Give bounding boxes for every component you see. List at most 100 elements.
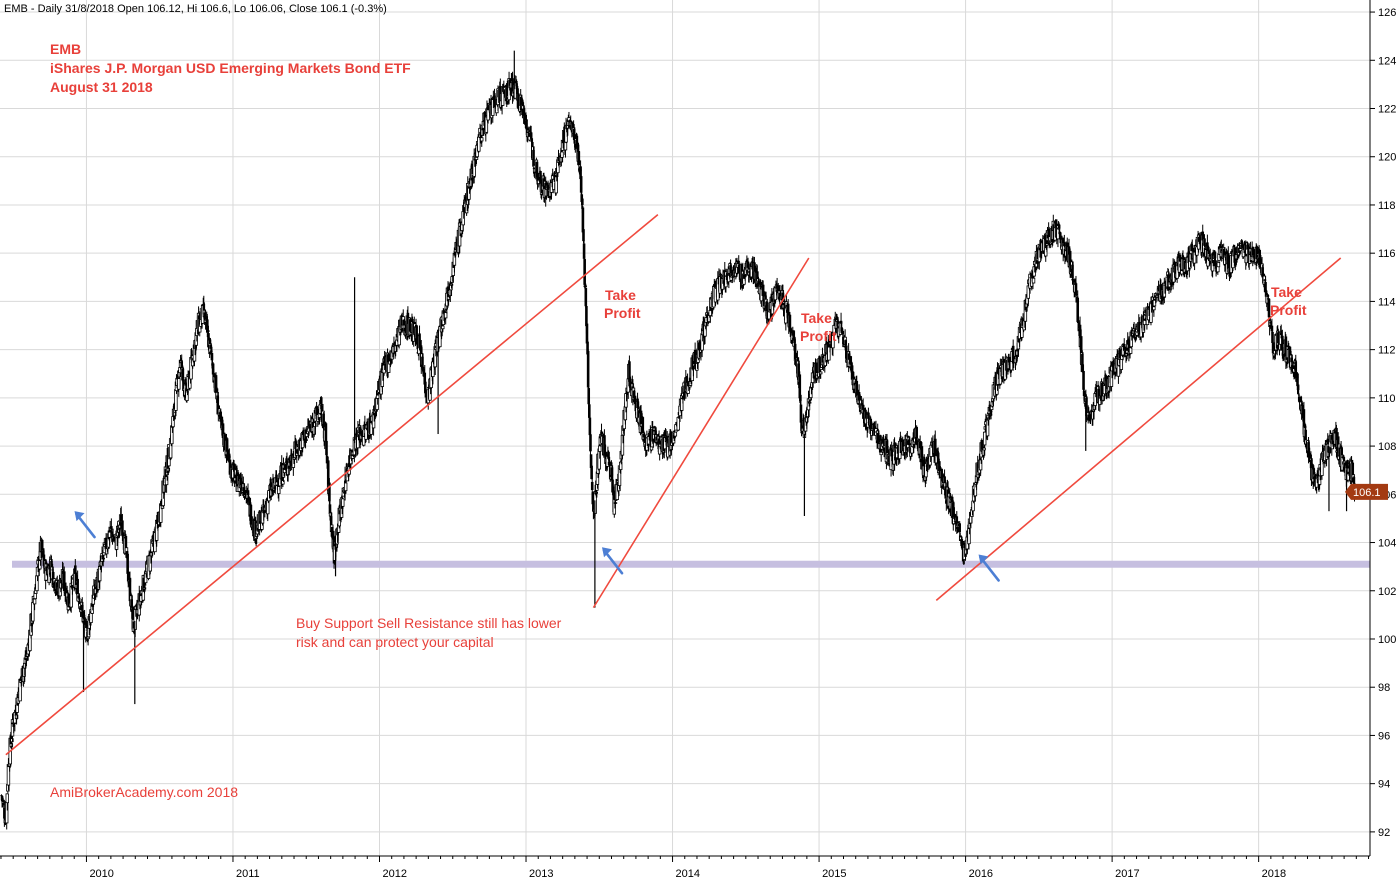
take-profit-1-line2: Profit (604, 305, 641, 321)
price-candle-down (588, 404, 591, 418)
price-candle-down (896, 447, 900, 454)
x-axis-ticks: 2010 2011 2012 2013 2014 2015 2016 2017 2018 (0, 856, 1370, 880)
last-price-tag-value: 106.1 (1353, 487, 1381, 499)
price-candle-down (42, 554, 46, 566)
price-candle-down (807, 401, 811, 403)
take-profit-1-line1: Take (605, 287, 636, 303)
price-candle-down (603, 435, 606, 455)
price-candle-up (328, 512, 333, 517)
price-candle-down (1068, 250, 1072, 274)
price-candle-down (242, 487, 246, 493)
price-candle-up (304, 439, 308, 441)
price-candle-down (1204, 258, 1207, 260)
price-candle-down (366, 427, 370, 431)
price-candle-down (325, 440, 328, 456)
price-candle-down (112, 538, 116, 540)
price-candle-down (632, 390, 636, 399)
price-candle-down (581, 207, 585, 233)
price-candle-down (110, 526, 113, 530)
price-bars (0, 50, 1357, 830)
arrow-head (74, 511, 85, 522)
price-candle-down (1081, 353, 1084, 372)
y-tick-label: 98 (1378, 682, 1390, 694)
price-candle-up (583, 285, 587, 288)
price-candle-up (1192, 251, 1197, 264)
price-candle-down (389, 358, 392, 361)
price-candle-down (850, 365, 854, 380)
note-line-1: Buy Support Sell Resistance still has lo… (296, 615, 562, 631)
price-candle-down (511, 78, 514, 96)
price-candle-up (827, 346, 831, 361)
price-candle-down (453, 250, 457, 256)
price-candle-down (211, 363, 215, 375)
price-candle-down (1294, 361, 1298, 379)
price-candle-down (582, 229, 585, 242)
price-candle-down (424, 390, 428, 398)
price-candle-up (343, 482, 348, 492)
price-candle-up (807, 401, 812, 404)
price-candle-down (529, 132, 533, 139)
price-candle-down (280, 462, 284, 485)
price-candle-down (1252, 255, 1256, 258)
price-candle-down (1259, 261, 1263, 265)
price-candle-up (10, 738, 14, 743)
price-candle-up (164, 476, 169, 486)
price-candle-up (613, 502, 618, 504)
price-candle-down (1178, 254, 1182, 262)
price-candle-down (1043, 236, 1046, 238)
price-candle-up (9, 743, 14, 747)
price-candle-down (1167, 288, 1171, 291)
price-candle-down (311, 421, 315, 428)
price-candle-down (329, 516, 333, 533)
price-candle-down (585, 306, 588, 327)
price-candle-down (1255, 246, 1259, 260)
price-candle-down (1341, 456, 1345, 458)
price-candle-down (1264, 281, 1267, 293)
take-profit-3-line2: Profit (1270, 302, 1307, 318)
price-candle-down (951, 502, 955, 523)
price-candle-down (1281, 335, 1284, 351)
price-candle-down (184, 382, 188, 386)
price-candle-down (1071, 264, 1074, 278)
price-candle-down (51, 569, 54, 571)
take-profit-2-line1: Take (801, 310, 832, 326)
price-candle-down (209, 344, 213, 349)
price-candle-up (166, 467, 171, 472)
price-candle-down (693, 349, 697, 367)
price-candle-down (232, 463, 236, 470)
price-candle-down (294, 445, 298, 456)
price-candle-down (799, 404, 803, 423)
price-candle-down (1213, 251, 1217, 259)
price-candle-down (1207, 250, 1211, 255)
price-candle-down (590, 481, 594, 491)
price-candle-down (1282, 353, 1285, 357)
price-candle-down (1307, 442, 1310, 458)
price-candle-up (206, 330, 210, 332)
x-tick-label: 2013 (529, 868, 553, 880)
price-candle-down (944, 486, 948, 499)
price-candle-down (572, 128, 576, 140)
price-candle-down (1011, 345, 1015, 364)
support-line (12, 560, 1370, 568)
price-candle-down (14, 709, 18, 717)
price-candle-down (1335, 427, 1338, 450)
price-candle-down (328, 482, 331, 502)
price-candle-down (425, 395, 428, 398)
price-candle-down (296, 445, 300, 448)
price-candle-down (205, 316, 209, 322)
price-candle-down (855, 380, 859, 396)
price-candle-down (473, 159, 477, 161)
price-candle-down (918, 441, 922, 449)
price-candle-down (235, 467, 238, 471)
price-candle-down (225, 438, 229, 452)
price-candle-down (591, 492, 595, 505)
price-candle-down (584, 288, 588, 307)
price-candle-down (692, 366, 695, 370)
price-candle-down (940, 468, 943, 488)
price-candle-down (592, 504, 595, 512)
price-candle-down (672, 435, 676, 439)
price-candle-down (738, 264, 741, 273)
price-candle-down (1163, 284, 1167, 286)
price-candle-down (101, 555, 104, 558)
price-candle-up (142, 587, 147, 590)
